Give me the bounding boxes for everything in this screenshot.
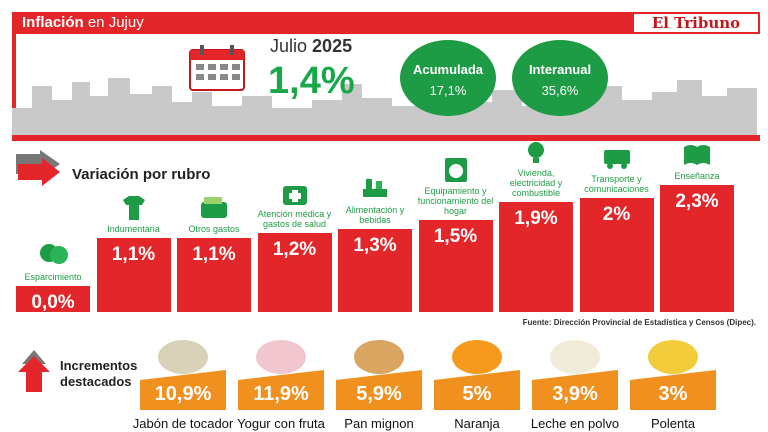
product-image xyxy=(354,340,404,374)
month-label: Julio 2025 xyxy=(270,36,353,56)
accumulated-badge: Acumulada 17,1% xyxy=(400,40,496,116)
category-label: Atención médica y gastos de salud xyxy=(257,209,332,230)
bar-2: 1,1% xyxy=(177,237,251,312)
bar-5: 1,5% xyxy=(418,220,493,312)
bar-8: 2,3% xyxy=(660,184,734,312)
bar-3: 1,2% xyxy=(257,233,332,312)
bar-value-label: 1,3% xyxy=(353,234,397,256)
page-title: Inflación en Jujuy xyxy=(22,14,144,31)
bar-value-label: 2% xyxy=(602,204,631,225)
bus-icon xyxy=(603,150,630,169)
highlight-value: 3,9% xyxy=(552,383,598,405)
interannual-label: Interanual xyxy=(528,62,592,77)
highlight-item: 5,9% xyxy=(336,340,422,410)
highlight-item: 5% xyxy=(434,340,520,410)
highlight-label: Jabón de tocador xyxy=(132,416,234,431)
first-aid-kit-icon xyxy=(282,186,307,206)
tshirt-icon xyxy=(122,195,145,220)
bar-value-label: 1,9% xyxy=(514,208,558,230)
highlight-label: Leche en polvo xyxy=(530,416,620,431)
product-image xyxy=(256,340,306,374)
monthly-inflation-value: 1,4% xyxy=(268,60,355,102)
bar-1: 1,1% xyxy=(96,237,171,312)
bar-value-label: 1,1% xyxy=(192,243,236,265)
interannual-value: 35,6% xyxy=(541,83,579,98)
bar-6: 1,9% xyxy=(499,202,573,312)
highlight-value: 10,9% xyxy=(154,383,212,405)
bar-value-label: 1,2% xyxy=(272,239,317,261)
header-area xyxy=(12,34,760,138)
category-label: Equipamiento y funcionamiento del hogar xyxy=(417,186,494,216)
title-bar: Inflación en Jujuy El Tribuno xyxy=(12,12,760,34)
product-image xyxy=(452,340,502,374)
section-title-destacados: Incrementos destacados xyxy=(60,358,137,390)
accumulated-value: 17,1% xyxy=(429,83,467,98)
accumulated-label: Acumulada xyxy=(412,62,484,77)
highlight-label: Naranja xyxy=(454,416,500,431)
food-drink-icon xyxy=(363,178,387,197)
city-skyline xyxy=(12,78,757,136)
product-image xyxy=(550,340,600,374)
category-label: Enseñanza xyxy=(674,170,720,181)
highlight-item: 11,9% xyxy=(238,340,324,410)
highlight-item: 10,9% xyxy=(140,340,226,410)
destacados-line-1: Incrementos xyxy=(60,358,138,373)
source-note: Fuente: Dirección Provincial de Estadíst… xyxy=(522,318,756,327)
highlight-value: 5,9% xyxy=(356,383,402,405)
highlight-label: Yogur con fruta xyxy=(237,416,325,431)
interannual-badge: Interanual 35,6% xyxy=(512,40,608,116)
bar-7: 2% xyxy=(579,198,654,312)
divider xyxy=(12,135,760,141)
highlight-value: 5% xyxy=(462,383,492,405)
book-icon xyxy=(684,144,710,165)
category-label: Otros gastos xyxy=(188,223,240,234)
lightbulb-icon xyxy=(528,142,544,164)
product-image xyxy=(158,340,208,374)
up-arrow-icon xyxy=(18,350,50,392)
highlight-item: 3% xyxy=(630,340,716,410)
theater-masks-icon xyxy=(40,244,68,264)
highlight-value: 11,9% xyxy=(253,383,309,405)
destacados-line-2: destacados xyxy=(60,374,132,389)
category-label: Indumentaria xyxy=(107,223,160,234)
product-image xyxy=(648,340,698,374)
category-label: Transporte y comunicaciones xyxy=(584,174,649,194)
category-label: Esparcimiento xyxy=(24,272,82,282)
bar-value-label: 0,0% xyxy=(31,292,75,313)
highlight-item: 3,9% xyxy=(532,340,618,410)
category-label: Vivienda, electricidad y combustible xyxy=(509,168,563,199)
wallet-icon xyxy=(201,196,227,218)
category-label: Alimentación y bebidas xyxy=(345,204,405,225)
highlight-value: 3% xyxy=(658,383,688,405)
bar-4: 1,3% xyxy=(338,228,412,312)
el-tribuno-logo: El Tribuno xyxy=(632,12,760,34)
washing-machine-icon xyxy=(444,158,467,182)
bar-0: 0,0% xyxy=(16,286,90,313)
highlight-label: Pan mignon xyxy=(344,416,414,431)
right-arrow-icon xyxy=(16,150,60,186)
bar-value-label: 2,3% xyxy=(675,190,719,212)
calendar-icon xyxy=(189,45,245,91)
highlight-label: Polenta xyxy=(650,416,696,431)
bar-value-label: 1,5% xyxy=(433,226,478,247)
section-title-rubro: Variación por rubro xyxy=(72,166,211,183)
bar-value-label: 1,1% xyxy=(111,243,156,265)
